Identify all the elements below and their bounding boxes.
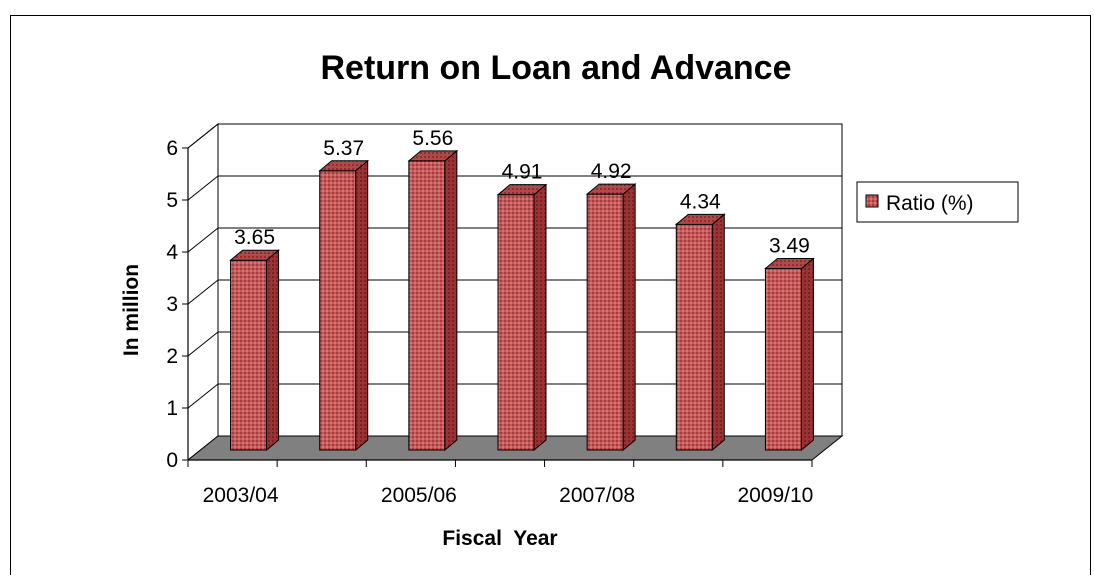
x-tick-label: 2009/10: [737, 484, 813, 507]
y-tick-label: 0: [166, 449, 178, 472]
x-tick-label: 2005/06: [381, 484, 457, 507]
data-label: 5.56: [412, 127, 453, 150]
bars: [229, 149, 815, 452]
legend-label: Ratio (%): [886, 192, 974, 215]
bar-front: [230, 259, 268, 451]
bar-side: [711, 213, 725, 452]
legend-swatch: [865, 194, 879, 208]
bar-top: [585, 183, 637, 195]
bar-top: [496, 184, 548, 196]
data-label: 3.49: [769, 235, 810, 258]
bar: [407, 149, 459, 452]
bar-top: [318, 160, 370, 172]
bar-top: [229, 249, 280, 261]
y-tick-label: 6: [166, 137, 178, 160]
y-tick-label: 3: [166, 293, 178, 316]
bar-side: [266, 249, 280, 452]
x-axis: 2003/04 2005/06 2007/08 2009/10: [187, 459, 813, 507]
legend-box: [856, 181, 1019, 223]
y-axis: 0 1 2 3 4 5 6: [166, 137, 189, 472]
legend: Ratio (%): [856, 181, 1019, 223]
data-label: 4.92: [591, 160, 632, 183]
bar: [318, 159, 370, 452]
bar-side: [533, 183, 547, 452]
data-label: 3.65: [234, 226, 275, 249]
gridline-side: [187, 175, 219, 201]
gridline-side: [187, 331, 219, 357]
gridline-side: [187, 227, 219, 253]
bar-top: [407, 150, 459, 162]
bar-side: [622, 183, 636, 452]
x-axis-title: Fiscal Year: [442, 527, 557, 550]
bar: [496, 183, 548, 452]
x-tick-label: 2003/04: [203, 484, 279, 507]
bar-side: [355, 159, 369, 452]
gridline-side: [187, 383, 219, 409]
bar-front: [764, 268, 802, 451]
bar-front: [586, 193, 624, 451]
y-tick-label: 5: [166, 189, 178, 212]
bar-front: [319, 170, 357, 451]
data-label: 4.34: [680, 190, 721, 213]
x-tick-label: 2007/08: [559, 484, 635, 507]
y-tick-label: 2: [166, 345, 178, 368]
bar: [764, 257, 815, 452]
gridline-side: [187, 279, 219, 305]
data-label: 5.37: [323, 137, 364, 160]
y-axis-title: In million: [120, 264, 143, 356]
bar-front: [497, 194, 535, 451]
y-tick-label: 4: [166, 241, 178, 264]
data-labels: 3.65 5.37 5.56 4.91 4.92 4.34 3.49: [234, 127, 810, 258]
y-tick-label: 1: [166, 397, 178, 420]
data-label: 4.91: [502, 161, 543, 184]
bar-top: [764, 258, 815, 270]
bar-side: [800, 257, 814, 452]
gridline-side: [187, 123, 219, 149]
bar-front: [675, 223, 713, 451]
bar: [585, 183, 637, 452]
bar: [674, 213, 726, 452]
bar: [229, 249, 280, 452]
bar-front: [408, 160, 446, 451]
bar-top: [674, 213, 726, 225]
chart-title: Return on Loan and Advance: [320, 49, 791, 87]
bar-side: [444, 149, 458, 452]
